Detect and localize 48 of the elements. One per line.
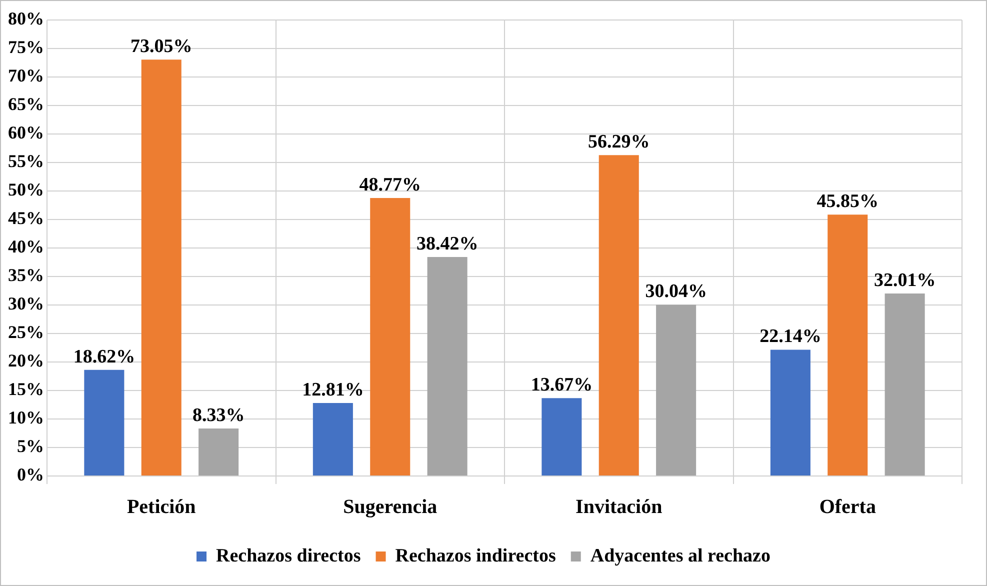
legend-label: Rechazos directos xyxy=(216,545,361,566)
bar xyxy=(427,257,468,476)
data-label: 22.14% xyxy=(760,326,822,348)
data-label: 13.67% xyxy=(530,374,593,396)
y-tick-label: 75% xyxy=(8,37,44,58)
data-label: 45.85% xyxy=(816,191,878,212)
data-label: 8.33% xyxy=(192,404,245,426)
y-tick-label: 55% xyxy=(8,151,44,172)
data-label: 12.81% xyxy=(302,379,364,400)
data-label: 56.29% xyxy=(588,132,650,153)
bar xyxy=(141,60,182,476)
bar xyxy=(770,350,810,476)
y-tick-label: 50% xyxy=(8,180,44,200)
data-label: 73.05% xyxy=(130,36,192,58)
legend-label: Adyacentes al rechazo xyxy=(590,545,770,566)
y-tick-label: 70% xyxy=(8,66,44,86)
y-tick-label: 5% xyxy=(17,436,44,456)
y-tick-label: 35% xyxy=(8,265,44,286)
data-label: 38.42% xyxy=(416,233,478,254)
x-tick-label: Sugerencia xyxy=(343,496,438,518)
legend-label: Rechazos indirectos xyxy=(395,545,556,566)
data-label: 48.77% xyxy=(359,174,421,196)
y-tick-label: 40% xyxy=(8,236,44,257)
bar xyxy=(312,402,353,476)
data-label: 30.04% xyxy=(645,281,707,302)
x-tick-label: Oferta xyxy=(819,496,876,518)
bar xyxy=(370,198,410,476)
y-tick-label: 45% xyxy=(8,208,44,228)
bar xyxy=(884,294,925,476)
y-tick-label: 60% xyxy=(8,122,44,143)
y-tick-label: 0% xyxy=(17,464,44,485)
y-tick-label: 80% xyxy=(8,8,44,29)
y-tick-label: 25% xyxy=(8,322,44,342)
y-tick-label: 10% xyxy=(8,408,44,428)
x-tick-label: Petición xyxy=(126,496,196,518)
x-tick-label: Invitación xyxy=(576,496,662,518)
y-tick-label: 15% xyxy=(8,379,44,400)
bar xyxy=(542,398,582,476)
data-label: 32.01% xyxy=(874,270,936,291)
y-tick-label: 20% xyxy=(8,350,44,371)
bar xyxy=(598,155,639,476)
bar xyxy=(828,214,868,476)
bar xyxy=(84,370,124,476)
y-tick-label: 65% xyxy=(8,94,44,114)
bar xyxy=(656,304,696,476)
y-tick-label: 30% xyxy=(8,294,44,314)
bar xyxy=(198,428,239,476)
data-label: 18.62% xyxy=(73,346,136,368)
